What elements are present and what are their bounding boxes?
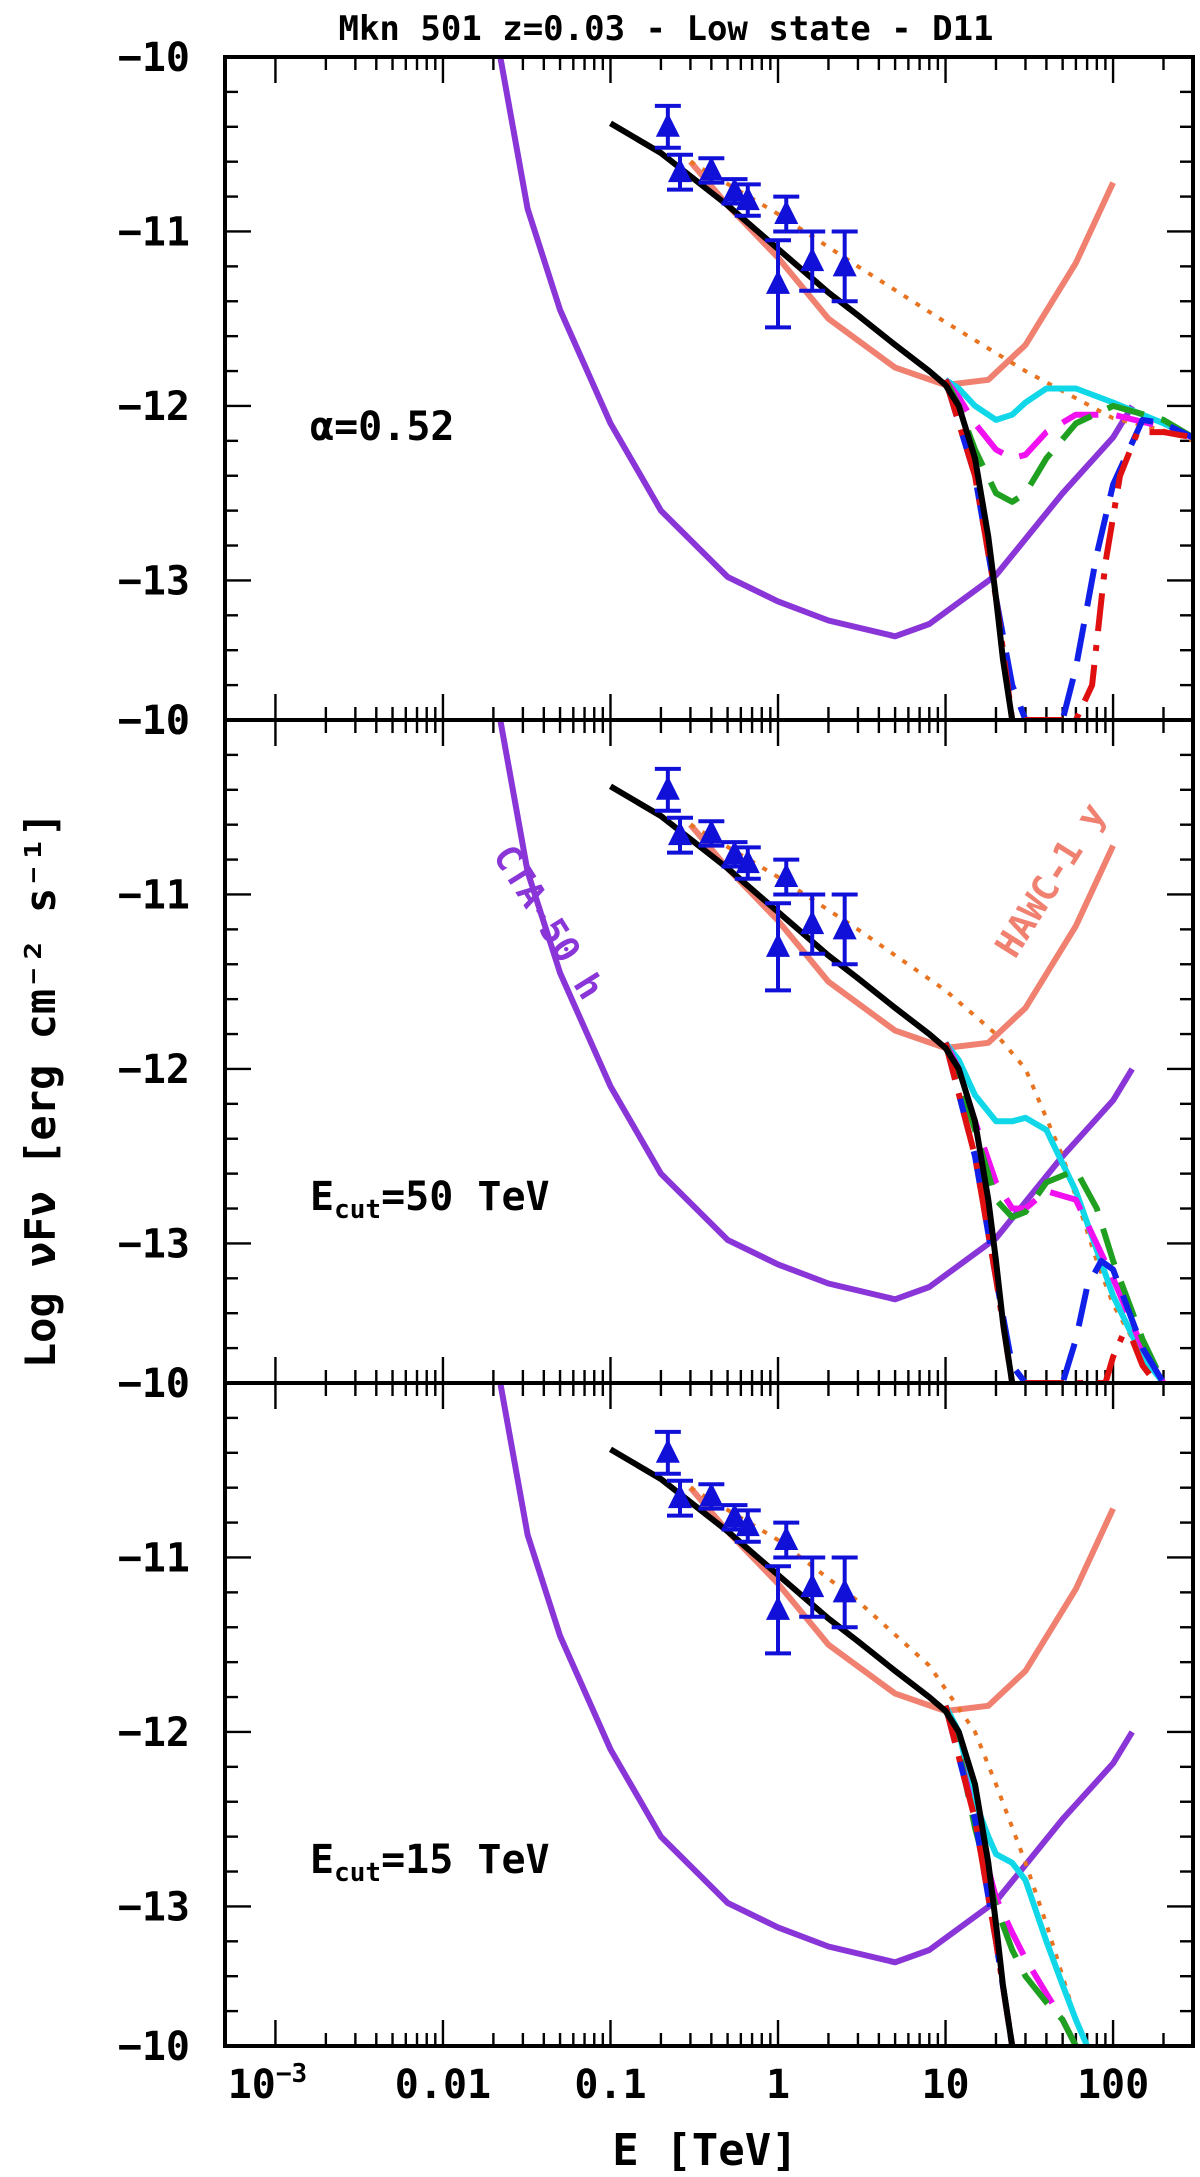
data-point: [721, 840, 748, 869]
data-point: [799, 229, 826, 293]
panel-alpha-plot: [223, 55, 1195, 722]
model-curve-0: [497, 720, 1135, 1303]
data-point: [831, 229, 858, 304]
model-curve-3: [943, 1040, 1166, 1383]
ecut50-value: =50 TeV: [381, 1174, 550, 1220]
model-curve-0: [497, 1383, 1135, 1966]
data-point: [734, 845, 761, 881]
x-tick-label: 0.1: [574, 2062, 646, 2108]
panel-2-curves: [497, 1383, 1135, 2046]
panel-0-curves: [497, 57, 1193, 720]
y-tick-label: −13: [118, 558, 190, 604]
y-tick-label: −13: [118, 1884, 190, 1930]
ecut15-sub: cut: [334, 1858, 381, 1888]
panel-ecut15-plot: [223, 1381, 1195, 2048]
y-tick-label: −10: [118, 35, 190, 81]
data-point: [799, 1555, 826, 1619]
ecut50-sub: cut: [334, 1195, 381, 1225]
x-tick-label: 100: [1077, 2062, 1149, 2108]
data-point: [698, 1482, 725, 1511]
y-axis-label: Log νFν [erg cm⁻² s⁻¹]: [16, 812, 65, 1368]
model-curve-1: [688, 822, 1116, 1051]
x-tick-label: 0.01: [395, 2062, 491, 2108]
observed-points: [654, 1429, 858, 1656]
y-tick-label: −11: [118, 872, 190, 918]
model-curve-8: [608, 783, 1016, 1383]
model-curve-4: [943, 377, 1193, 462]
panel-ecut15-annotation: Ecut=15 TeV: [310, 1837, 550, 1888]
chart-title: Mkn 501 z=0.03 - Low state - D11: [338, 9, 993, 49]
panel-ecut15: Ecut=15 TeV: [223, 1381, 1195, 2048]
x-tick-labels: 10−3 0.01 0.1 1 10 100: [228, 2059, 1150, 2108]
data-point: [765, 901, 792, 993]
data-point: [765, 1564, 792, 1656]
y-tick-label: −11: [118, 1535, 190, 1581]
panel-2-ticks: [225, 1381, 1195, 2048]
y-tick-label: −10: [118, 1361, 190, 1407]
y-tick-label: −11: [118, 209, 190, 255]
model-curve-1: [688, 159, 1116, 388]
data-point: [698, 156, 725, 185]
observed-points: [654, 103, 858, 330]
y-tick-label: −12: [118, 1047, 190, 1093]
cta-curve-label: CTA-50 h: [484, 838, 611, 1007]
data-point: [667, 815, 694, 855]
y-tick-label: −12: [118, 384, 190, 430]
panel-ecut50-plot: [223, 718, 1195, 1385]
data-point: [773, 194, 800, 234]
model-curve-0: [497, 57, 1135, 640]
data-point: [667, 152, 694, 192]
data-point: [831, 1555, 858, 1630]
y-tick-label: −10: [118, 698, 190, 744]
data-point: [765, 238, 792, 330]
data-point: [667, 1478, 694, 1518]
data-point: [654, 103, 681, 150]
y-tick-label: −10: [118, 2024, 190, 2070]
x-axis-label: E [TeV]: [612, 2125, 797, 2176]
model-curve-2: [689, 1485, 1089, 2046]
panel-2-frame: [223, 1381, 1195, 2048]
observed-points: [654, 766, 858, 993]
data-point: [831, 892, 858, 967]
ecut15-e: E: [310, 1837, 334, 1883]
y-tick-labels: −10−11−12−13−10−10−11−12−13−10−10−11−12−…: [118, 35, 190, 2070]
x-tick-label: 1: [766, 2062, 790, 2108]
data-point: [773, 857, 800, 897]
x-tick-label: 10: [921, 2062, 969, 2108]
data-point: [799, 892, 826, 956]
data-point: [734, 1508, 761, 1544]
ecut50-e: E: [310, 1174, 334, 1220]
model-curve-2: [689, 822, 1166, 1383]
panel-alpha-annotation: α=0.52: [310, 404, 455, 450]
data-point: [734, 182, 761, 218]
panel-1-curves: [497, 720, 1167, 1383]
model-curve-3: [942, 1704, 1090, 2046]
model-curve-8: [608, 120, 1016, 720]
panel-alpha: α=0.52: [223, 55, 1195, 722]
panel-ecut50: Ecut=50 TeV CTA-50 h HAWC-1 y: [223, 718, 1195, 1385]
model-curve-7: [942, 1042, 1159, 1383]
data-point: [698, 819, 725, 848]
model-curve-2: [689, 159, 1193, 443]
data-point: [654, 1429, 681, 1476]
y-tick-label: −10: [118, 698, 190, 744]
model-curve-8: [608, 1446, 1016, 2046]
y-tick-label: −12: [118, 1710, 190, 1756]
model-curve-7: [942, 378, 1193, 720]
ecut15-value: =15 TeV: [381, 1837, 550, 1883]
y-tick-label: −10: [118, 1361, 190, 1407]
model-curve-1: [688, 1485, 1116, 1714]
panel-ecut50-annotation: Ecut=50 TeV: [310, 1174, 550, 1225]
y-tick-label: −13: [118, 1221, 190, 1267]
data-point: [773, 1520, 800, 1560]
x-tick-label: 10−3: [228, 2059, 307, 2108]
panel-1-ticks: [225, 718, 1195, 1385]
data-point: [654, 766, 681, 813]
